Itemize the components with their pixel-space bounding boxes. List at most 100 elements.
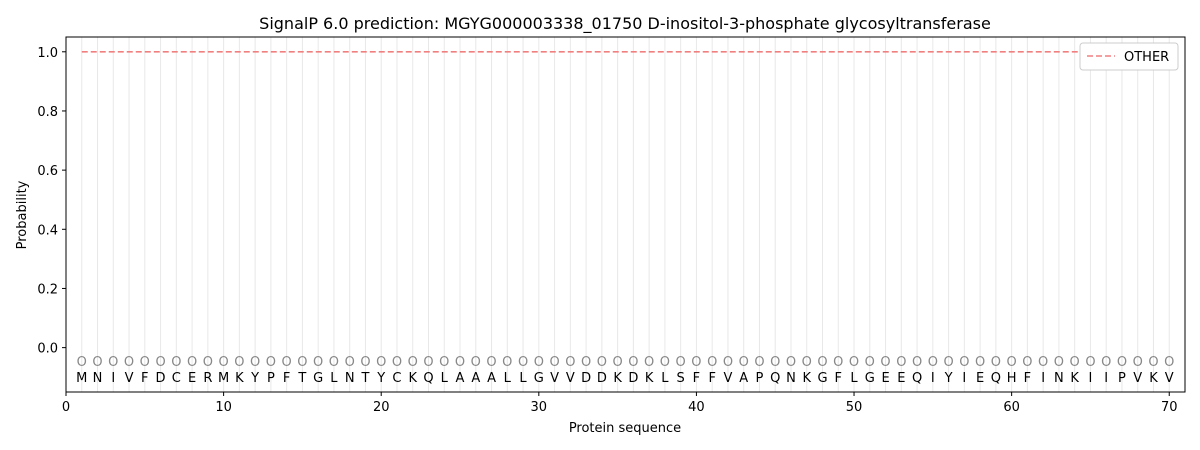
residue-label: K [1070, 371, 1079, 386]
residue-label: V [566, 371, 575, 386]
region-marker: O [187, 355, 197, 370]
region-marker: O [1164, 355, 1174, 370]
residue-label: E [976, 371, 984, 386]
y-tick-label: 0.6 [37, 164, 58, 179]
x-tick-label: 20 [373, 400, 390, 415]
residue-label: A [456, 371, 465, 386]
residue-label: I [962, 371, 966, 386]
region-marker: O [266, 355, 276, 370]
region-marker: O [408, 355, 418, 370]
region-marker: O [345, 355, 355, 370]
x-tick-label: 30 [531, 400, 548, 415]
residue-label: F [1024, 371, 1031, 386]
region-marker: O [1101, 355, 1111, 370]
legend-label-other: OTHER [1124, 50, 1169, 65]
residue-label: K [1149, 371, 1158, 386]
residue-label: Q [991, 371, 1001, 386]
x-tick-label: 0 [62, 400, 70, 415]
residue-label: K [802, 371, 811, 386]
x-tick-label: 10 [215, 400, 232, 415]
residue-label: V [723, 371, 732, 386]
residue-label: K [408, 371, 417, 386]
region-marker: O [865, 355, 875, 370]
residue-label: D [156, 371, 166, 386]
region-marker: O [518, 355, 528, 370]
residue-label: I [111, 371, 115, 386]
y-tick-label: 0.8 [37, 105, 58, 120]
region-marker: O [707, 355, 717, 370]
residue-label: L [519, 371, 527, 386]
region-marker: O [1085, 355, 1095, 370]
residue-label: Y [376, 371, 385, 386]
residue-label: A [471, 371, 480, 386]
residue-label: V [1133, 371, 1142, 386]
residue-label: K [235, 371, 244, 386]
region-marker: O [360, 355, 370, 370]
region-marker: O [880, 355, 890, 370]
residue-label: Q [770, 371, 780, 386]
y-tick-label: 1.0 [37, 46, 58, 61]
region-marker: O [171, 355, 181, 370]
region-marker: O [1007, 355, 1017, 370]
residue-label: G [817, 371, 827, 386]
residue-label: R [203, 371, 212, 386]
region-marker: O [1133, 355, 1143, 370]
residue-label: K [645, 371, 654, 386]
residue-label: Y [250, 371, 259, 386]
region-marker: O [502, 355, 512, 370]
residue-label: N [786, 371, 796, 386]
region-marker: O [282, 355, 292, 370]
region-marker: O [676, 355, 686, 370]
residue-label: I [1041, 371, 1045, 386]
legend: OTHER [1079, 42, 1179, 71]
residue-label: I [1089, 371, 1093, 386]
region-marker: O [802, 355, 812, 370]
residue-label: V [550, 371, 559, 386]
residue-label: Y [944, 371, 953, 386]
region-marker: O [1054, 355, 1064, 370]
residue-label: M [218, 371, 229, 386]
region-marker: O [959, 355, 969, 370]
region-marker: O [943, 355, 953, 370]
region-marker: O [439, 355, 449, 370]
region-marker: O [644, 355, 654, 370]
region-marker: O [549, 355, 559, 370]
residue-label: G [313, 371, 323, 386]
region-marker: O [108, 355, 118, 370]
residue-label: A [487, 371, 496, 386]
residue-label: V [125, 371, 134, 386]
y-tick-label: 0.2 [37, 282, 58, 297]
region-marker: O [234, 355, 244, 370]
region-marker: O [1038, 355, 1048, 370]
residue-label: D [581, 371, 591, 386]
residue-label: N [1054, 371, 1064, 386]
residue-label: F [141, 371, 148, 386]
residue-label: E [188, 371, 196, 386]
residue-label: P [267, 371, 275, 386]
residue-label: D [597, 371, 607, 386]
x-tick-label: 60 [1003, 400, 1020, 415]
x-tick-label: 50 [846, 400, 863, 415]
residue-label: E [897, 371, 905, 386]
region-marker: O [124, 355, 134, 370]
x-axis-label: Protein sequence [569, 421, 681, 436]
region-marker: O [203, 355, 213, 370]
residue-label: H [1007, 371, 1017, 386]
residue-label: I [1104, 371, 1108, 386]
plot-frame [65, 36, 1186, 393]
x-tick-label: 70 [1161, 400, 1178, 415]
region-marker: O [140, 355, 150, 370]
residue-label: Q [912, 371, 922, 386]
residue-label: L [330, 371, 338, 386]
residue-label: K [613, 371, 622, 386]
residue-label: I [931, 371, 935, 386]
residue-label: G [534, 371, 544, 386]
residue-label: F [708, 371, 715, 386]
residue-label: F [693, 371, 700, 386]
residue-label: S [677, 371, 685, 386]
region-marker: O [392, 355, 402, 370]
residue-label: F [283, 371, 290, 386]
